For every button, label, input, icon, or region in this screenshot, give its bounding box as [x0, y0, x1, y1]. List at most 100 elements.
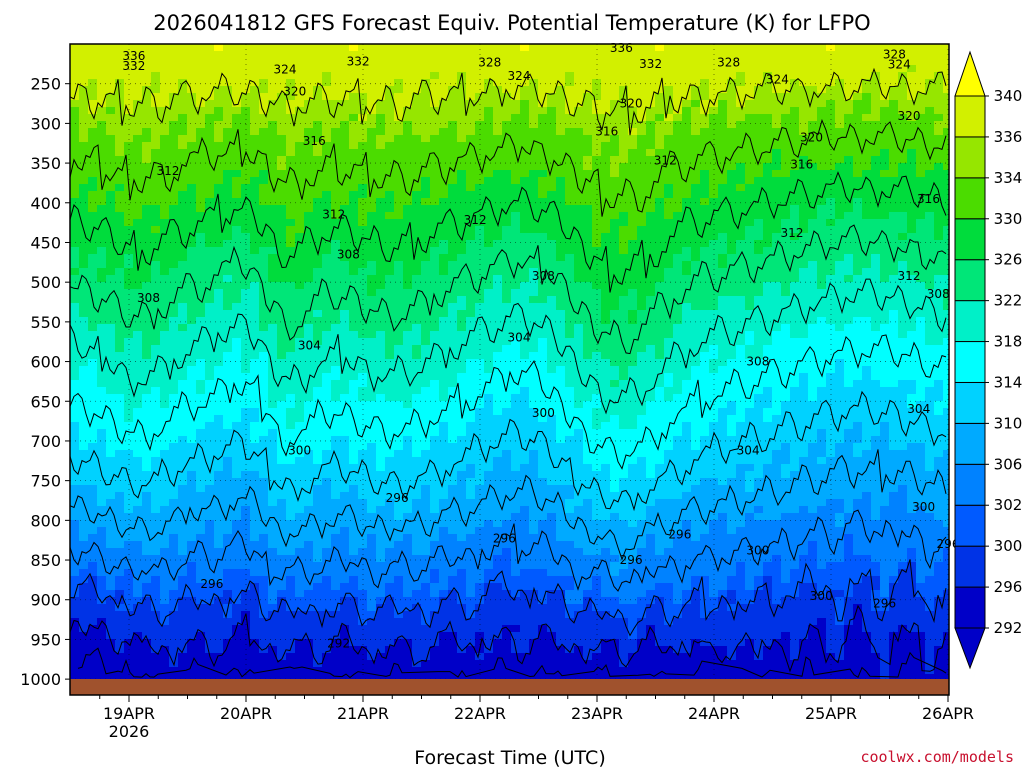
- field-cell: [556, 331, 566, 339]
- field-cell: [223, 310, 233, 318]
- field-cell: [754, 240, 764, 248]
- field-cell: [637, 366, 647, 374]
- field-cell: [655, 128, 665, 136]
- field-cell: [376, 324, 386, 332]
- field-cell: [331, 268, 341, 276]
- field-cell: [700, 275, 710, 283]
- field-cell: [259, 366, 269, 374]
- field-cell: [763, 338, 773, 346]
- field-cell: [898, 156, 908, 164]
- field-cell: [853, 352, 863, 360]
- field-cell: [367, 359, 377, 367]
- field-cell: [385, 261, 395, 269]
- field-cell: [97, 331, 107, 339]
- field-cell: [448, 317, 458, 325]
- field-cell: [259, 58, 269, 66]
- field-cell: [763, 170, 773, 178]
- field-cell: [142, 212, 152, 220]
- field-cell: [394, 191, 404, 199]
- field-cell: [304, 352, 314, 360]
- field-cell: [169, 128, 179, 136]
- field-cell: [385, 72, 395, 80]
- field-cell: [853, 107, 863, 115]
- field-cell: [124, 100, 134, 108]
- field-cell: [421, 93, 431, 101]
- field-cell: [862, 212, 872, 220]
- field-cell: [700, 338, 710, 346]
- field-cell: [925, 86, 935, 94]
- field-cell: [691, 107, 701, 115]
- field-cell: [745, 359, 755, 367]
- field-cell: [817, 345, 827, 353]
- field-cell: [565, 352, 575, 360]
- field-cell: [754, 352, 764, 360]
- field-cell: [520, 289, 530, 297]
- field-cell: [835, 142, 845, 150]
- field-cell: [205, 79, 215, 87]
- field-cell: [637, 198, 647, 206]
- field-cell: [385, 219, 395, 227]
- field-cell: [808, 373, 818, 381]
- field-cell: [745, 366, 755, 374]
- field-cell: [322, 58, 332, 66]
- field-cell: [160, 128, 170, 136]
- field-cell: [718, 226, 728, 234]
- field-cell: [304, 303, 314, 311]
- field-cell: [844, 324, 854, 332]
- field-cell: [340, 65, 350, 73]
- field-cell: [115, 359, 125, 367]
- field-cell: [88, 72, 98, 80]
- field-cell: [295, 226, 305, 234]
- field-cell: [421, 44, 431, 52]
- field-cell: [376, 380, 386, 388]
- field-cell: [790, 233, 800, 241]
- field-cell: [700, 268, 710, 276]
- field-cell: [403, 282, 413, 290]
- field-cell: [727, 254, 737, 262]
- field-cell: [790, 268, 800, 276]
- field-cell: [547, 254, 557, 262]
- field-cell: [223, 219, 233, 227]
- field-cell: [619, 142, 629, 150]
- field-cell: [880, 233, 890, 241]
- field-cell: [484, 191, 494, 199]
- field-cell: [601, 114, 611, 122]
- field-cell: [898, 128, 908, 136]
- field-cell: [115, 338, 125, 346]
- field-cell: [709, 240, 719, 248]
- field-cell: [241, 212, 251, 220]
- field-cell: [601, 135, 611, 143]
- field-cell: [412, 345, 422, 353]
- field-cell: [259, 310, 269, 318]
- field-cell: [376, 128, 386, 136]
- field-cell: [133, 226, 143, 234]
- field-cell: [403, 275, 413, 283]
- field-cell: [619, 135, 629, 143]
- field-cell: [439, 303, 449, 311]
- field-cell: [457, 114, 467, 122]
- field-cell: [295, 114, 305, 122]
- field-cell: [556, 226, 566, 234]
- field-cell: [268, 93, 278, 101]
- field-cell: [340, 394, 350, 402]
- field-cell: [790, 352, 800, 360]
- field-cell: [538, 296, 548, 304]
- field-cell: [790, 170, 800, 178]
- field-cell: [286, 114, 296, 122]
- field-cell: [178, 310, 188, 318]
- field-cell: [916, 177, 926, 185]
- field-cell: [376, 198, 386, 206]
- field-cell: [844, 156, 854, 164]
- field-cell: [385, 51, 395, 59]
- field-cell: [511, 163, 521, 171]
- field-cell: [178, 352, 188, 360]
- field-cell: [268, 310, 278, 318]
- field-cell: [637, 345, 647, 353]
- field-cell: [790, 261, 800, 269]
- field-cell: [160, 359, 170, 367]
- field-cell: [295, 380, 305, 388]
- field-cell: [412, 114, 422, 122]
- field-cell: [628, 317, 638, 325]
- field-cell: [871, 100, 881, 108]
- field-cell: [790, 149, 800, 157]
